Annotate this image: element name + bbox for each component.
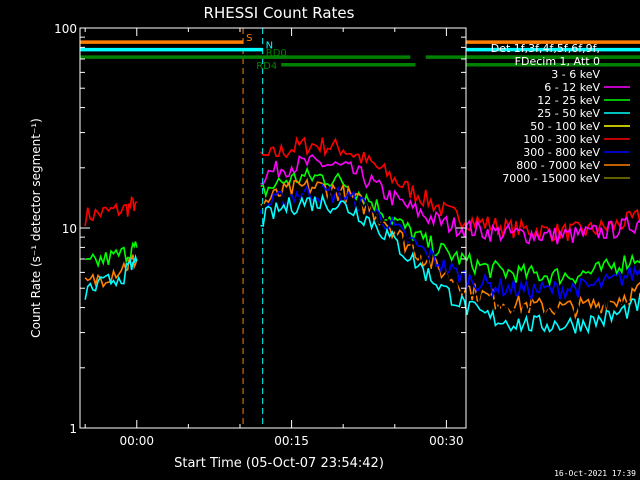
flag-bar-label: S	[246, 33, 252, 44]
legend-entry-label: 6 - 12 keV	[544, 81, 600, 94]
legend-entry-label: 7000 - 15000 keV	[502, 172, 600, 185]
chart-title: RHESSI Count Rates	[204, 4, 355, 22]
y-tick-label: 100	[54, 22, 77, 36]
y-tick-label: 1	[69, 422, 77, 436]
data-lines	[84, 135, 640, 335]
legend: Det 1f,3f,4f,5f,6f,9f,FDecim 1, Att 03 -…	[491, 42, 630, 185]
plot-frame	[79, 27, 467, 429]
legend-entry-label: 800 - 7000 keV	[516, 159, 600, 172]
flag-bar-label: RD4	[256, 61, 277, 72]
y-axis-label: Count Rate (s⁻¹ detector segment⁻¹)	[29, 118, 43, 338]
x-tick-label: 00:00	[119, 434, 154, 448]
legend-entry-label: 100 - 300 keV	[523, 133, 600, 146]
series-line	[84, 241, 138, 269]
legend-header: FDecim 1, Att 0	[515, 55, 600, 68]
y-tick-label: 10	[62, 222, 77, 236]
axis-ticks: 1 10 100 00:00 00:15 00:30	[54, 22, 466, 448]
legend-entry-label: 50 - 100 keV	[530, 120, 600, 133]
flag-bar-label: RD0	[266, 48, 287, 59]
x-tick-label: 00:30	[429, 434, 464, 448]
series-line	[259, 186, 640, 324]
flag-bar-label: N	[266, 41, 273, 52]
legend-entry-label: 12 - 25 keV	[537, 94, 600, 107]
series-line	[260, 193, 640, 335]
series-line	[84, 253, 138, 300]
legend-header: Det 1f,3f,4f,5f,6f,9f,	[491, 42, 600, 55]
series-line	[260, 154, 640, 245]
legend-entry-label: 300 - 800 keV	[523, 146, 600, 159]
legend-entry-label: 25 - 50 keV	[537, 107, 600, 120]
series-line	[84, 254, 138, 289]
x-tick-label: 00:15	[274, 434, 309, 448]
legend-entry-label: 3 - 6 keV	[551, 68, 600, 81]
series-line	[259, 183, 640, 302]
series-line	[84, 195, 138, 227]
footer-date: 16-Oct-2021 17:39	[554, 469, 636, 478]
x-axis-label: Start Time (05-Oct-07 23:54:42)	[174, 456, 384, 471]
